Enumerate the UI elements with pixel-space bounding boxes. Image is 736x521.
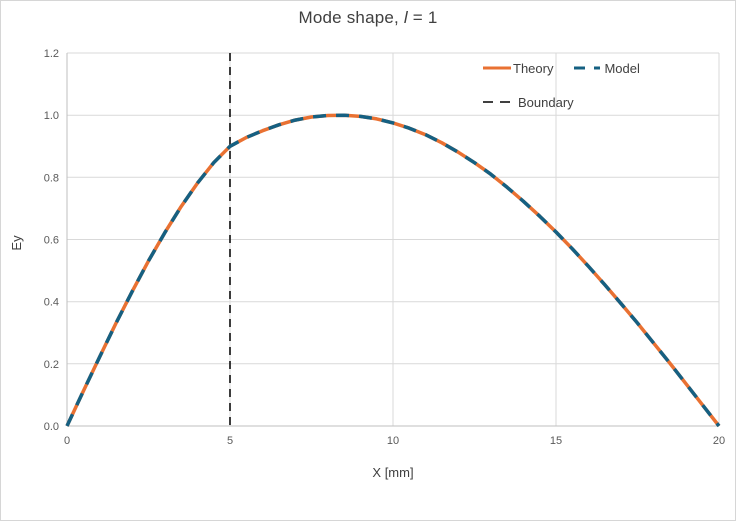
chart-title: Mode shape, l = 1 xyxy=(1,8,735,28)
model-line-sample-icon xyxy=(574,66,603,70)
legend: Theory Model Boundary xyxy=(482,59,660,111)
y-tick-label: 0.2 xyxy=(44,359,59,371)
y-tick-label: 0.4 xyxy=(44,297,59,309)
legend-row-1: Theory Model xyxy=(482,59,660,77)
legend-item-model: Model xyxy=(573,60,640,76)
chart-title-text: Mode shape, xyxy=(298,8,404,27)
legend-label-theory: Theory xyxy=(513,60,554,76)
y-tick-label: 0.6 xyxy=(44,235,59,247)
y-tick-label: 0.8 xyxy=(44,172,59,184)
legend-label-boundary: Boundary xyxy=(518,94,574,110)
y-tick-label: 1.0 xyxy=(44,110,59,122)
legend-row-2: Boundary xyxy=(482,93,660,111)
theory-line-sample-icon xyxy=(483,66,511,70)
x-tick-label: 5 xyxy=(227,435,233,447)
legend-label-model: Model xyxy=(604,60,640,76)
y-axis-title: Ey xyxy=(9,235,24,251)
y-tick-label: 1.2 xyxy=(44,48,59,60)
chart-title-variable: l xyxy=(403,8,408,27)
legend-item-theory: Theory xyxy=(482,61,553,76)
x-axis-title: X [mm] xyxy=(372,465,413,480)
boundary-line-sample-icon xyxy=(483,101,511,103)
model-line xyxy=(65,113,721,428)
y-tick-label: 0.0 xyxy=(44,421,59,433)
x-tick-label: 0 xyxy=(64,435,70,447)
chart-title-suffix: = 1 xyxy=(407,8,438,27)
legend-item-boundary: Boundary xyxy=(482,95,574,110)
x-tick-label: 10 xyxy=(387,435,399,447)
x-tick-label: 20 xyxy=(713,435,725,447)
x-tick-label: 15 xyxy=(550,435,562,447)
